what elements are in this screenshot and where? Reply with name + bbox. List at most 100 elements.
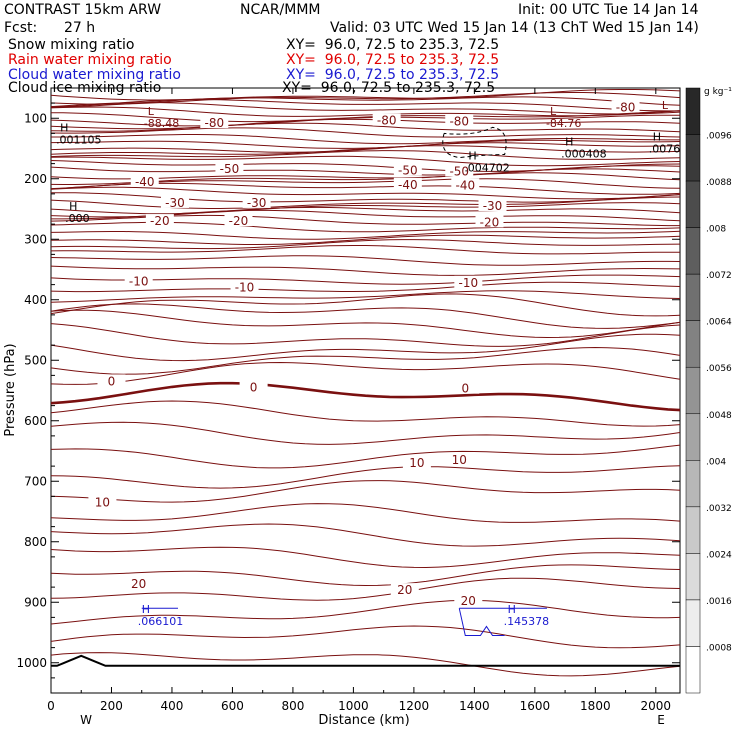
terrain-line xyxy=(51,654,680,667)
contour-label: 0 xyxy=(461,382,469,396)
contour-label-bg xyxy=(451,178,480,191)
temperature-contour-line xyxy=(50,625,681,649)
contour-label-bg xyxy=(145,214,174,227)
high-marker: H.0076 xyxy=(649,131,681,156)
temperature-contour-line xyxy=(50,145,681,155)
cloud-ice-contour xyxy=(442,126,507,159)
y-tick-label: 100 xyxy=(24,111,47,125)
temperature-contour-line xyxy=(50,160,681,172)
y-tick-label: 300 xyxy=(24,232,47,246)
temperature-contour-line xyxy=(50,323,681,347)
colorbar-cell xyxy=(685,227,701,275)
colorbar-tick-label: .0056 xyxy=(706,364,732,374)
temperature-contour-line xyxy=(50,281,681,293)
temperature-contour-line xyxy=(50,381,681,412)
x-end-label-right: E xyxy=(657,713,665,727)
temperature-contour-line xyxy=(50,421,681,445)
x-tick-label: 2000 xyxy=(641,699,672,713)
temperature-contour-line xyxy=(50,333,681,362)
temperature-contour-line xyxy=(50,303,681,329)
contour-label: -40 xyxy=(455,178,475,192)
y-tick-label: 900 xyxy=(24,595,47,609)
x-tick-label: 800 xyxy=(281,699,304,713)
colorbar-cell xyxy=(685,87,701,135)
low-marker: L-88.48 xyxy=(144,105,179,130)
contour-label-bg xyxy=(390,583,419,596)
contour-label: -10 xyxy=(235,281,255,295)
high-marker: H.066101 xyxy=(138,603,184,628)
contour-label-bg xyxy=(393,177,422,190)
contour-label-bg xyxy=(124,274,153,287)
y-tick-label: 700 xyxy=(24,474,47,488)
extremum-letter: H xyxy=(565,135,573,148)
contour-label-bg xyxy=(372,113,401,126)
contour-label-bg xyxy=(160,195,189,208)
temperature-contour-line xyxy=(50,245,680,255)
temperature-contour-line xyxy=(50,480,681,503)
temperature-contour-line xyxy=(50,599,681,625)
temperature-contour-line xyxy=(50,234,681,245)
contour-label-bg xyxy=(445,453,474,466)
temperature-contour-line xyxy=(50,230,681,240)
forecast-label: Fcst: xyxy=(4,20,38,36)
temperature-contour-line xyxy=(50,274,681,285)
temperature-contour-line xyxy=(50,239,681,250)
temperature-contour-line xyxy=(50,139,681,149)
init-time: Init: 00 UTC Tue 14 Jan 14 xyxy=(518,2,699,18)
high-marker: H.001105 xyxy=(56,122,101,147)
extremum-value: .000 xyxy=(65,212,90,225)
temperature-contour-line xyxy=(50,265,681,276)
temperature-contour-line xyxy=(51,134,680,145)
colorbar-cell xyxy=(685,506,701,554)
temperature-contour-line xyxy=(50,577,681,601)
x-tick-label: 1200 xyxy=(399,699,430,713)
contour-label: -50 xyxy=(220,162,240,176)
contour-label-bg xyxy=(200,116,229,129)
contour-label-bg xyxy=(454,275,483,288)
field-snow-xy: XY= 96.0, 72.5 to 235.3, 72.5 xyxy=(286,37,500,53)
plot-frame xyxy=(50,87,681,694)
colorbar-cell xyxy=(685,273,701,321)
temperature-contour-line xyxy=(50,89,681,101)
temperature-contour-line xyxy=(50,214,680,227)
contour-label: -20 xyxy=(229,214,249,228)
high-marker: H.004702 xyxy=(464,149,510,174)
temperature-contour-line xyxy=(50,564,681,587)
contour-label: -80 xyxy=(616,100,636,114)
temperature-contour-line xyxy=(50,142,681,153)
extremum-letter: L xyxy=(662,99,669,112)
temperature-contour-line xyxy=(50,196,681,209)
y-tick-label: 1000 xyxy=(16,656,47,670)
contour-label-bg xyxy=(445,164,474,177)
colorbar-cell xyxy=(685,646,701,694)
contour-label: -10 xyxy=(129,275,149,289)
extremum-letter: L xyxy=(550,105,557,118)
y-tick-label: 200 xyxy=(24,172,47,186)
field-rain-label: Rain water mixing ratio xyxy=(8,52,172,68)
extremum-value: -84.76 xyxy=(546,117,581,130)
temperature-contour-line xyxy=(51,192,681,203)
x-tick-label: 1400 xyxy=(459,699,490,713)
contour-label-bg xyxy=(454,594,483,607)
temperature-contour-line xyxy=(50,106,681,117)
temperature-contour-line xyxy=(50,99,680,112)
contour-label-bg xyxy=(475,215,504,228)
colorbar-tick-label: .0032 xyxy=(706,504,732,514)
center-title: NCAR/MMM xyxy=(240,2,321,18)
colorbar-tick-label: .008 xyxy=(706,225,726,235)
contour-label-bg xyxy=(215,162,244,175)
x-tick-label: 1000 xyxy=(338,699,369,713)
temperature-contour-line xyxy=(50,114,681,127)
contour-label: 10 xyxy=(452,453,467,467)
contour-label: 0 xyxy=(108,374,116,388)
temperature-contour-line xyxy=(50,523,681,547)
colorbar-cell xyxy=(685,320,701,368)
extremum-letter: H xyxy=(142,603,150,616)
x-tick-label: 0 xyxy=(47,699,55,713)
contour-label-bg xyxy=(130,174,159,187)
colorbar-tick-label: .0016 xyxy=(706,597,732,607)
colorbar-tick-label: .0024 xyxy=(706,550,732,560)
y-tick-label: 400 xyxy=(24,293,47,307)
colorbar-unit: g kg⁻¹ xyxy=(704,87,732,97)
